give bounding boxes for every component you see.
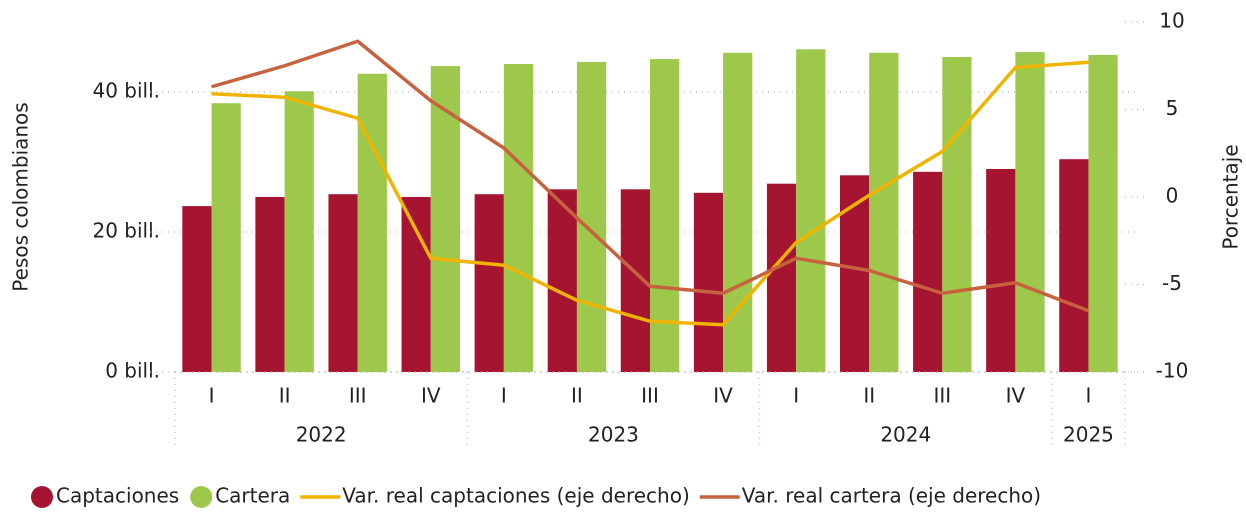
x-tick-label: IV: [1006, 384, 1026, 408]
bar: [255, 197, 285, 372]
y-tick-label: 20 bill.: [92, 219, 160, 243]
legend-swatch: [190, 486, 213, 508]
bar: [576, 61, 607, 373]
bar: [182, 206, 212, 372]
x-group-label: 2022: [296, 423, 347, 447]
bar: [693, 192, 724, 372]
y-tick-label: 40 bill.: [92, 79, 160, 103]
y2-tick-label: -10: [1156, 359, 1189, 383]
bar: [840, 175, 870, 372]
bar: [1015, 52, 1045, 372]
legend-label: Var. real cartera (eje derecho): [742, 484, 1041, 508]
x-tick-label: II: [571, 384, 583, 408]
y2-tick-label: -5: [1162, 271, 1182, 295]
x-tick-label: I: [209, 384, 215, 408]
legend-label: Cartera: [215, 484, 290, 508]
x-group-label: 2024: [880, 423, 931, 447]
bar: [766, 183, 797, 372]
x-tick-label: I: [501, 384, 507, 408]
bar: [1088, 54, 1118, 373]
bar: [942, 57, 972, 372]
bar: [650, 59, 680, 372]
bar: [503, 64, 534, 372]
bar: [796, 49, 826, 373]
y-tick-label: 0 bill.: [105, 359, 160, 383]
bar: [328, 194, 358, 372]
bar: [401, 197, 431, 372]
x-group-label: 2023: [588, 423, 639, 447]
bar: [723, 52, 753, 373]
x-tick-label: I: [793, 384, 799, 408]
bar: [357, 73, 387, 373]
x-tick-label: I: [1086, 384, 1092, 408]
y2-axis-label: Porcentaje: [1219, 144, 1243, 249]
legend-swatch: [31, 486, 53, 508]
legend-label: Var. real captaciones (eje derecho): [342, 484, 689, 508]
legend-label: Captaciones: [56, 484, 179, 508]
y2-tick-label: 10: [1159, 9, 1184, 33]
bar: [547, 189, 577, 372]
x-tick-label: III: [349, 384, 367, 408]
x-tick-label: II: [863, 384, 875, 408]
y2-tick-label: 0: [1166, 184, 1179, 208]
bar: [474, 194, 504, 372]
bar: [1059, 159, 1089, 372]
bar: [913, 171, 943, 372]
x-tick-label: III: [641, 384, 659, 408]
bar: [869, 52, 899, 373]
x-tick-label: IV: [713, 384, 733, 408]
y-axis-label: Pesos colombianos: [9, 102, 33, 291]
line-series: [211, 60, 1089, 327]
bar: [986, 169, 1016, 372]
bar: [284, 91, 314, 373]
x-tick-label: II: [279, 384, 291, 408]
line-series: [211, 39, 1090, 313]
y2-tick-label: 5: [1166, 96, 1179, 120]
x-tick-label: IV: [421, 384, 441, 408]
bar: [211, 103, 241, 372]
x-tick-label: III: [933, 384, 951, 408]
x-group-label: 2025: [1063, 423, 1114, 447]
